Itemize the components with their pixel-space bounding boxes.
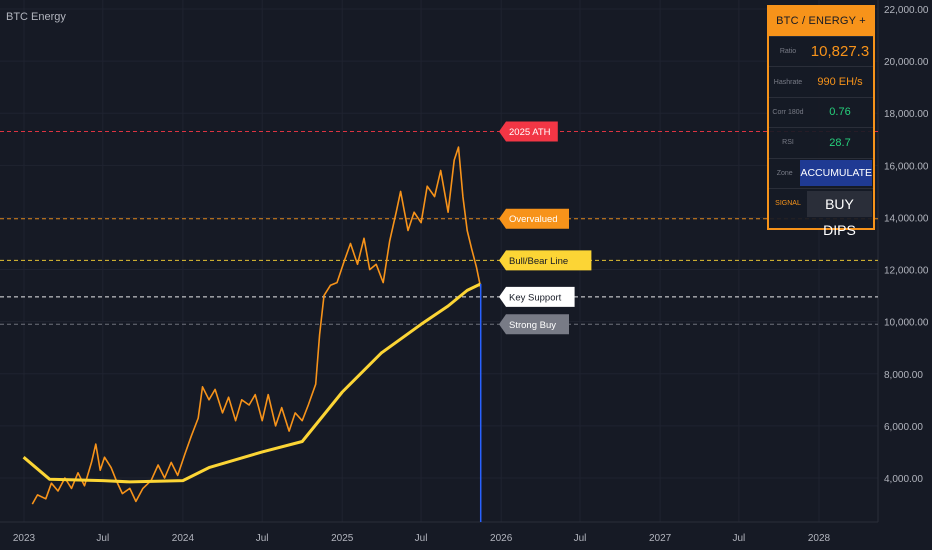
chart-title: BTC Energy — [6, 11, 66, 23]
y-tick-label: 10,000.00 — [884, 318, 929, 329]
level-label-flag — [499, 314, 569, 335]
signal-label: SIGNAL — [775, 200, 801, 208]
level-label-text: Bull/Bear Line — [509, 256, 568, 267]
y-tick-label: 14,000.00 — [884, 213, 929, 224]
x-tick-label: 2025 — [331, 533, 354, 544]
zone-badge: ACCUMULATE — [800, 160, 872, 187]
y-tick-label: 6,000.00 — [884, 422, 923, 433]
y-tick-label: 8,000.00 — [884, 370, 923, 381]
panel-header: BTC / ENERGY + HR — [769, 7, 873, 56]
x-tick-label: 2023 — [13, 533, 36, 544]
hashrate-value: 990 EH/s — [817, 76, 863, 89]
y-tick-label: 20,000.00 — [884, 57, 929, 68]
moving-average-line — [22, 282, 482, 484]
level-label-text: Strong Buy — [509, 320, 556, 331]
x-tick-label: Jul — [256, 533, 269, 544]
x-axis: 2023 Jul 2024 Jul 2025 Jul 2026 Jul 2027 Jul 2028 — [13, 533, 831, 544]
signal-badge: BUY DIPS — [807, 190, 872, 238]
level-label-text: 2025 ATH — [509, 127, 551, 138]
level-labels: 2025 ATH Overvalued Bull/Bear Line Key Supp… — [499, 121, 592, 335]
metrics-panel: BTC / ENERGY + HR Ratio 10,827.3 Hashrat… — [767, 5, 875, 238]
level-label-flag — [499, 208, 569, 229]
x-tick-label: Jul — [732, 533, 745, 544]
level-label-flag — [499, 286, 575, 307]
y-tick-label: 12,000.00 — [884, 266, 929, 277]
hashrate-label: Hashrate — [773, 78, 803, 86]
rsi-value: 28.7 — [829, 136, 851, 149]
level-lines — [0, 130, 878, 325]
level-label-flag — [499, 121, 558, 142]
corr-label: Corr 180d — [772, 108, 804, 116]
corr-value: 0.76 — [829, 106, 851, 119]
x-tick-label: Jul — [415, 533, 428, 544]
panel-row-ratio: Ratio 10,827.3 — [769, 36, 873, 66]
level-label-text: Key Support — [509, 292, 562, 303]
panel-row-zone: Zone ACCUMULATE — [769, 157, 873, 188]
x-tick-label: 2024 — [172, 533, 195, 544]
y-tick-label: 4,000.00 — [884, 474, 923, 485]
y-axis: 4,000.00 6,000.00 8,000.00 10,000.00 12,000.… — [884, 5, 929, 485]
rsi-label: RSI — [782, 139, 794, 147]
grid — [0, 0, 879, 523]
level-label-text: Overvalued — [509, 214, 558, 225]
x-tick-label: 2028 — [808, 533, 831, 544]
y-tick-label: 18,000.00 — [884, 109, 929, 120]
x-tick-label: Jul — [574, 533, 587, 544]
level-label-flag — [499, 250, 592, 271]
ratio-value: 10,827.3 — [810, 43, 870, 61]
zone-label: Zone — [776, 169, 793, 177]
x-tick-label: 2026 — [490, 533, 513, 544]
series-lines — [22, 146, 482, 522]
panel-row-rsi: RSI 28.7 — [769, 127, 873, 157]
x-tick-label: 2027 — [649, 533, 672, 544]
ratio-label: Ratio — [779, 48, 797, 56]
panel-row-corr: Corr 180d 0.76 — [769, 96, 873, 127]
panel-row-signal: SIGNAL BUY DIPS — [769, 187, 873, 238]
panel-row-hashrate: Hashrate 990 EH/s — [769, 66, 873, 96]
y-tick-label: 16,000.00 — [884, 161, 929, 172]
ratio-line — [31, 146, 482, 505]
y-tick-label: 22,000.00 — [884, 5, 929, 16]
x-tick-label: Jul — [96, 533, 109, 544]
